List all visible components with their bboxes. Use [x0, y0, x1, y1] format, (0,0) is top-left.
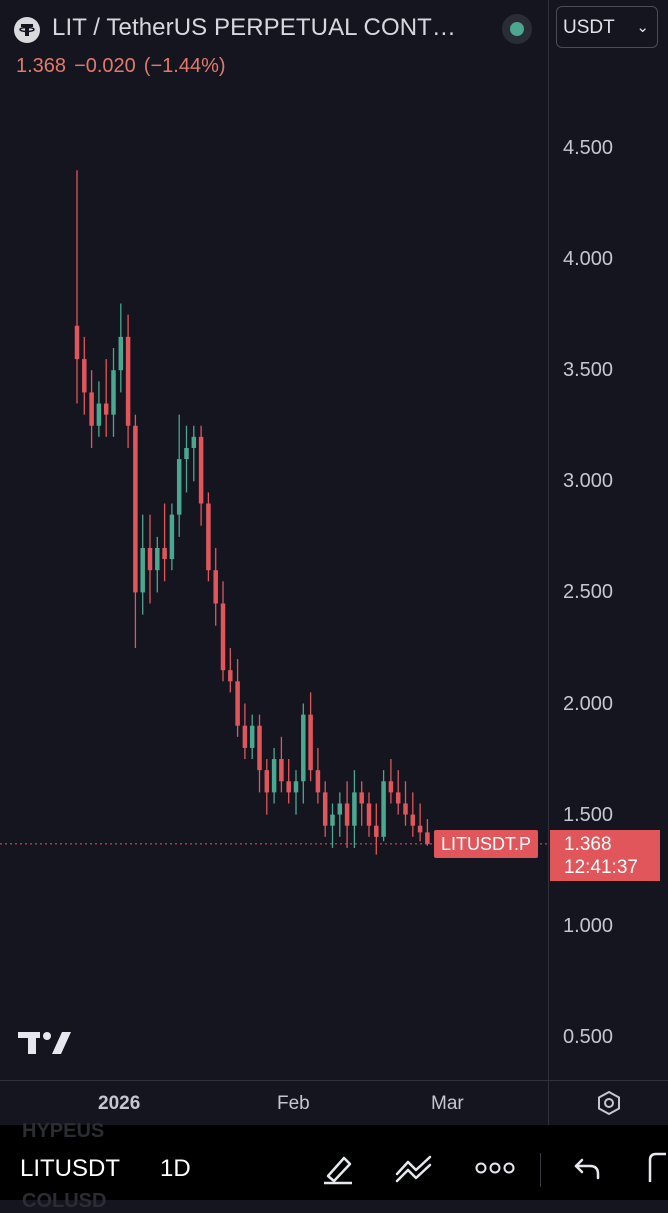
candle	[381, 770, 386, 842]
y-tick-label: 3.500	[563, 359, 614, 382]
candle	[184, 425, 189, 493]
tether-logo-icon	[14, 17, 40, 43]
candle	[257, 714, 262, 793]
candle	[155, 536, 160, 593]
draw-pen-icon[interactable]	[320, 1150, 356, 1191]
candle	[410, 792, 416, 837]
indicators-icon[interactable]	[394, 1152, 436, 1189]
chart-settings-icon[interactable]	[596, 1090, 622, 1121]
candle	[96, 381, 102, 437]
candle	[147, 514, 153, 604]
candle	[417, 803, 423, 842]
candle	[301, 703, 306, 804]
currency-label: USDT	[563, 17, 615, 38]
candle	[176, 414, 182, 537]
last-price-label: 1.368 12:41:37	[550, 830, 660, 881]
y-tick-label: 1.500	[563, 803, 614, 826]
candle	[191, 425, 197, 482]
candle	[235, 659, 240, 737]
last-price-value: 1.368	[564, 834, 612, 855]
candle	[162, 503, 167, 582]
candle	[249, 714, 255, 760]
candle	[169, 503, 175, 571]
candle	[89, 370, 94, 448]
ghost-symbol-2: COLUSD	[22, 1190, 107, 1212]
candle	[279, 736, 284, 793]
y-tick-label: 4.500	[563, 137, 614, 159]
candle	[374, 803, 379, 855]
candle	[118, 303, 124, 393]
undo-icon[interactable]	[572, 1154, 602, 1187]
bar-countdown: 12:41:37	[564, 857, 638, 878]
candle	[103, 359, 109, 437]
x-tick-2026: 2026	[98, 1093, 141, 1114]
toolbar-separator	[540, 1153, 541, 1187]
candle	[308, 692, 313, 782]
currency-select[interactable]: USDT ⌄	[556, 6, 658, 48]
candle	[242, 703, 248, 760]
y-tick-label: 1.000	[563, 914, 614, 937]
candle	[366, 792, 372, 837]
candle	[133, 414, 138, 648]
candle	[220, 581, 226, 682]
candle	[206, 492, 211, 582]
candle	[74, 170, 80, 404]
price-axis-divider	[548, 0, 549, 1125]
candle	[140, 514, 145, 615]
chart-header: LIT / TetherUS PERPETUAL CONT… 1.368 −0.0…	[0, 0, 548, 80]
candle	[425, 819, 430, 846]
y-tick-label: 0.500	[563, 1025, 614, 1048]
candle	[213, 547, 218, 626]
y-tick-label: 4.000	[563, 248, 614, 271]
candle	[271, 747, 277, 804]
series-label: LITUSDT.P	[434, 830, 539, 858]
symbol-title[interactable]: LIT / TetherUS PERPETUAL CONT…	[52, 14, 457, 41]
candle	[388, 759, 394, 804]
candle	[82, 336, 87, 415]
ghost-symbol: HYPEUS	[22, 1120, 105, 1142]
candle	[228, 647, 233, 693]
fullscreen-icon[interactable]	[644, 1150, 668, 1191]
y-tick-label: 2.500	[563, 581, 614, 604]
candle	[330, 803, 335, 848]
candle	[286, 759, 291, 804]
chevron-down-icon: ⌄	[636, 19, 649, 36]
candle	[337, 792, 343, 837]
tradingview-logo-icon[interactable]	[18, 1028, 72, 1061]
price-quote: 1.368 −0.020 (−1.44%)	[16, 55, 234, 78]
interval-button[interactable]: 1D	[160, 1155, 191, 1182]
candle	[198, 425, 204, 526]
candle	[352, 770, 357, 848]
candle	[125, 314, 131, 448]
symbol-button[interactable]: LITUSDT	[20, 1155, 121, 1182]
candle	[344, 781, 350, 848]
price-change: −0.020	[74, 55, 136, 77]
candle	[359, 781, 364, 826]
candle	[322, 781, 328, 837]
candle	[403, 781, 408, 826]
market-status[interactable]	[502, 14, 532, 44]
last-price: 1.368	[16, 55, 67, 77]
y-tick-label: 2.000	[563, 692, 614, 715]
x-tick-feb: Feb	[277, 1093, 310, 1114]
candle	[395, 770, 401, 815]
candle	[315, 747, 321, 804]
candle	[264, 759, 270, 815]
candle	[293, 770, 299, 815]
market-open-dot-icon	[510, 22, 524, 36]
price-change-percent: (−1.44%)	[143, 55, 226, 77]
candlestick-chart[interactable]	[0, 0, 548, 1080]
bottom-toolbar	[0, 1125, 668, 1200]
time-axis-divider	[0, 1080, 668, 1081]
more-dots-icon[interactable]	[474, 1160, 516, 1181]
candle	[111, 347, 116, 437]
x-tick-mar: Mar	[431, 1093, 464, 1114]
y-tick-label: 3.000	[563, 470, 614, 493]
